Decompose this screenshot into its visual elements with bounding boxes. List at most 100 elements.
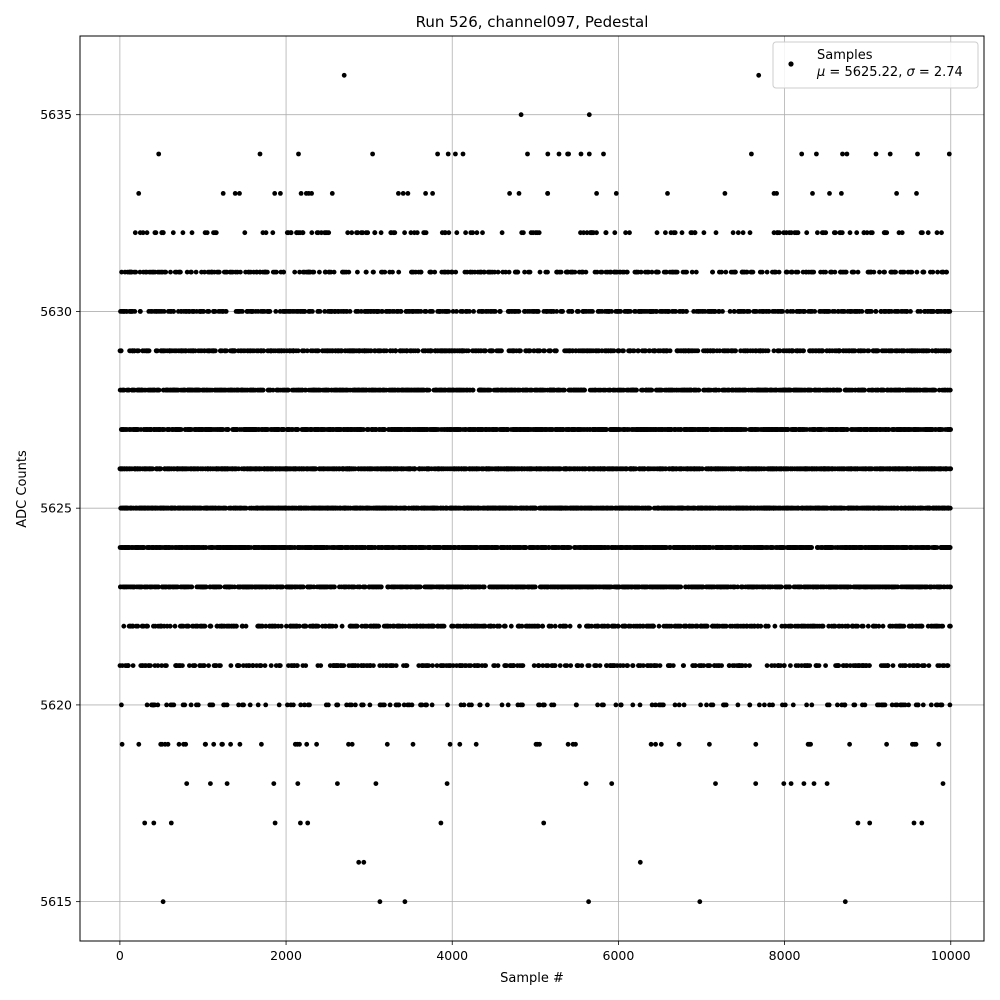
sample-point [360,702,366,708]
sample-point [224,781,230,786]
sample-point [202,623,208,629]
sample-point [159,663,165,668]
sample-point [423,230,429,236]
sample-point [180,230,186,236]
sample-point [382,269,388,275]
sample-point [521,230,526,236]
sample-point [125,663,131,668]
sample-point [271,781,277,786]
sample-point [189,230,195,236]
sample-point [371,269,376,275]
sample-point [516,191,522,196]
sample-point [255,702,261,708]
sample-point [281,269,286,275]
sample-point [423,191,428,196]
sample-point [354,623,360,629]
sample-point [396,269,402,275]
sample-point [195,702,201,708]
sample-point [241,702,247,708]
sample-point [189,584,195,590]
sample-point [267,309,273,314]
sample-point [170,230,176,236]
sample-point [307,702,312,708]
sample-point [477,702,483,708]
sample-point [234,623,239,629]
sample-point [202,269,207,275]
sample-point [274,269,279,275]
sample-point [257,151,263,157]
sample-point [203,584,209,590]
sample-point [184,781,190,786]
sample-point [262,663,268,668]
sample-point [210,702,216,708]
sample-point [279,623,284,629]
sample-point [138,309,143,314]
sample-point [417,584,423,590]
sample-point [398,309,404,314]
sample-point [295,663,300,668]
sample-point [376,623,382,629]
sample-point [499,702,505,708]
data-points [117,72,954,905]
sample-point [471,309,476,314]
sample-point [295,781,301,786]
sample-point [430,191,435,196]
sample-point [193,269,199,275]
sample-point [520,702,525,708]
sample-point [153,230,159,236]
sample-point [463,230,468,236]
sample-point [187,663,192,668]
sample-point [372,230,378,236]
sample-point [373,781,379,786]
sample-point [473,741,479,747]
sample-point [353,702,358,708]
sample-point [268,663,274,668]
sample-point [225,427,231,432]
sample-point [182,702,188,708]
sample-point [365,230,371,236]
sample-point [189,269,194,275]
sample-point [446,230,452,236]
sample-point [508,623,514,629]
sample-point [176,741,182,747]
sample-point [497,623,502,629]
sample-point [347,309,353,314]
sample-point [136,741,142,747]
sample-point [260,387,266,393]
sample-point [404,663,410,668]
sample-point [201,663,207,668]
sample-point [132,230,138,236]
sample-point [481,584,487,590]
sample-point [356,859,362,865]
sample-point [155,348,160,354]
sample-point [311,269,317,275]
sample-point [400,191,406,196]
sample-point [228,741,234,747]
sample-point [505,702,511,708]
sample-point [527,269,533,275]
sample-point [213,230,219,236]
sample-point [445,702,450,708]
sample-point [410,741,416,747]
sample-point [480,230,485,236]
sample-point [263,702,269,708]
sample-point [341,663,347,668]
sample-point [164,663,169,668]
sample-point [317,269,322,275]
sample-point [520,663,526,668]
sample-point [119,702,124,708]
sample-point [430,663,435,668]
sample-point [387,702,393,708]
sample-point [155,702,161,708]
sample-point [156,151,162,157]
sample-point [415,348,421,354]
sample-point [121,623,127,629]
sample-point [483,348,488,354]
sample-point [168,269,173,275]
sample-point [118,348,124,354]
sample-point [238,269,243,275]
sample-point [370,151,375,157]
sample-point [346,269,352,275]
sample-point [212,309,218,314]
sample-point [409,702,415,708]
